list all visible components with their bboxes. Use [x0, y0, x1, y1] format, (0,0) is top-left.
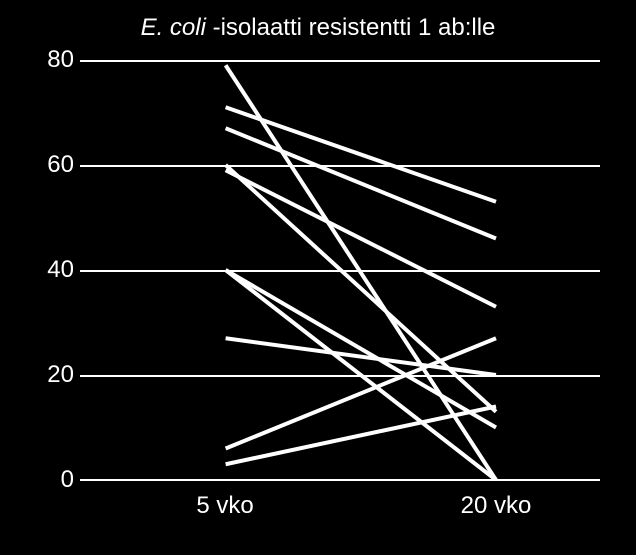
y-tick-label: 40: [14, 256, 74, 284]
title-rest: -isolaatti resistentti 1 ab:lle: [206, 14, 495, 41]
x-tick-label: 5 vko: [165, 492, 285, 520]
chart-title: E. coli -isolaatti resistentti 1 ab:lle: [0, 14, 636, 42]
chart-container: E. coli -isolaatti resistentti 1 ab:lle …: [0, 0, 636, 555]
y-tick-label: 0: [14, 466, 74, 494]
title-italic: E. coli: [141, 14, 206, 41]
series-lines: [80, 60, 600, 480]
plot-area: [80, 60, 600, 480]
y-tick-label: 60: [14, 151, 74, 179]
x-tick-label: 20 vko: [436, 492, 556, 520]
y-tick-label: 20: [14, 361, 74, 389]
y-tick-label: 80: [14, 46, 74, 74]
